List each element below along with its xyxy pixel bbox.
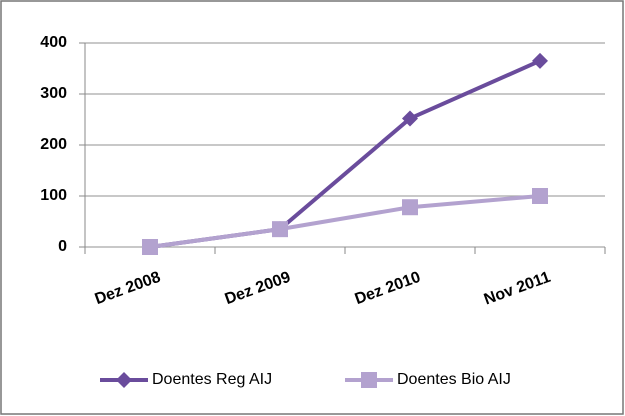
legend-marker [116,372,132,388]
data-point [402,110,418,127]
data-point [142,239,158,255]
data-point [272,221,288,238]
legend-label: Doentes Bio AIJ [397,371,511,388]
legend-label: Doentes Reg AIJ [152,371,272,388]
data-point [532,188,548,204]
y-tick-label: 300 [40,85,67,102]
y-tick-label: 100 [40,187,67,204]
data-point [532,52,548,69]
y-tick-label: 200 [40,136,67,153]
legend-marker [361,372,377,388]
series-line [149,194,541,249]
y-tick-label: 400 [40,34,67,51]
data-point [402,199,418,216]
y-tick-label: 0 [58,238,67,255]
